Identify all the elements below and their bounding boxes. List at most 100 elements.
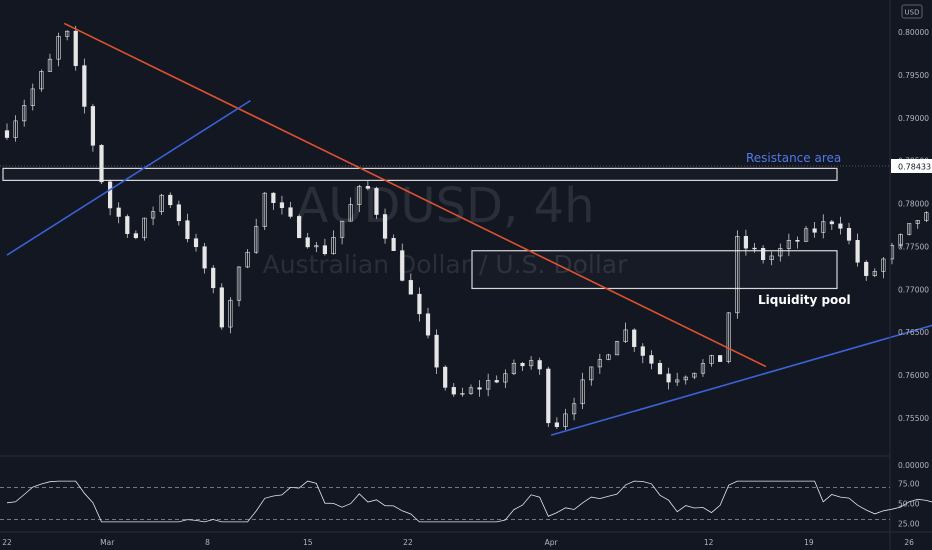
candle-body	[322, 245, 328, 255]
candle-body	[606, 354, 611, 360]
last-price-badge	[891, 159, 932, 173]
candle-body	[150, 211, 156, 219]
candle-body	[838, 223, 843, 229]
candle-body	[700, 363, 706, 374]
rsi-tick-label: 25.00	[898, 520, 920, 529]
candle-body	[898, 234, 903, 246]
candle-body	[812, 228, 817, 233]
candle-body	[193, 238, 199, 248]
candle-body	[468, 387, 474, 394]
downtrend-line[interactable]	[63, 22, 767, 368]
candle-body	[537, 360, 542, 370]
watermark-symbol: AUDUSD, 4h	[296, 178, 595, 234]
candle-body	[907, 223, 912, 235]
candle-body	[331, 237, 336, 255]
candle-body	[417, 293, 422, 315]
time-tick-label: 12	[704, 538, 714, 547]
candle-body	[13, 120, 18, 138]
candle-body	[374, 188, 379, 215]
uptrend-line[interactable]	[550, 216, 932, 436]
candle-body	[657, 363, 663, 375]
candle-body	[554, 422, 559, 428]
time-tick-label: 22	[403, 538, 413, 547]
time-tick-label: Apr	[545, 538, 559, 547]
candle-body	[365, 186, 370, 189]
last-price-label: 0.78433	[898, 163, 931, 172]
candle-body	[520, 362, 525, 367]
watermark-name: Australian Dollar / U.S. Dollar	[263, 250, 628, 279]
candle-body	[846, 227, 852, 241]
candle-body	[357, 186, 362, 205]
candle-body	[47, 58, 53, 72]
candle-body	[640, 346, 645, 356]
candle-body	[245, 251, 250, 268]
candle-body	[65, 30, 70, 37]
liquidity-pool-label: Liquidity pool	[758, 293, 851, 307]
candle-body	[726, 312, 731, 362]
price-tick-label: 0.77500	[898, 242, 929, 251]
candle-body	[666, 373, 671, 383]
candle-body	[760, 248, 766, 260]
candle-body	[82, 65, 87, 107]
candle-body	[589, 366, 594, 381]
candle-body	[683, 376, 688, 381]
candle-body	[675, 379, 680, 383]
price-tick-label: 0.80000	[898, 28, 929, 37]
resistance-area-label: Resistance area	[746, 151, 841, 165]
candle-body	[649, 355, 654, 364]
liquidity-pool-zone	[471, 250, 838, 290]
candle-body	[391, 237, 396, 251]
candle-body	[22, 105, 27, 122]
candle-body	[4, 130, 10, 138]
early-uptrend-line[interactable]	[6, 99, 251, 256]
candle-body	[786, 240, 791, 249]
time-tick-label: 26	[904, 538, 914, 547]
candle-body	[443, 366, 448, 388]
candle-body	[228, 299, 233, 328]
candle-body	[451, 387, 456, 395]
candle-body	[864, 261, 869, 276]
candle-body	[382, 214, 388, 239]
candle-body	[460, 393, 465, 395]
candle-body	[743, 236, 749, 249]
candle-body	[915, 220, 920, 224]
price-tick-label: 0.78000	[898, 200, 929, 209]
zones-layer	[2, 167, 838, 290]
time-tick-label: 19	[804, 538, 814, 547]
candle-body	[829, 221, 834, 225]
candle-body	[297, 216, 302, 239]
candle-body	[718, 355, 723, 362]
candle-body	[408, 280, 413, 295]
candle-body	[709, 355, 714, 364]
candle-body	[571, 403, 577, 415]
candle-body	[99, 144, 104, 183]
candle-body	[494, 380, 499, 383]
time-tick-label: 8	[205, 538, 210, 547]
candle-body	[769, 255, 774, 260]
candle-body	[39, 71, 44, 90]
candle-body	[339, 220, 345, 238]
candle-body	[529, 360, 534, 367]
rsi-zero-label: 0.00000	[898, 461, 929, 470]
trendlines-layer	[6, 22, 932, 436]
candle-body	[30, 88, 35, 106]
candle-body	[168, 194, 173, 206]
candle-body	[305, 237, 310, 248]
price-tick-label: 0.76000	[898, 371, 929, 380]
candle-body	[262, 192, 267, 227]
candle-body	[279, 202, 285, 209]
price-tick-label: 0.79500	[898, 71, 929, 80]
candle-body	[185, 220, 190, 240]
time-axis[interactable]: 22Mar81522Apr121926May101724Jun	[2, 538, 932, 547]
candle-body	[133, 233, 138, 239]
candle-body	[872, 271, 877, 276]
candle-body	[735, 236, 740, 314]
candle-body	[56, 36, 61, 60]
candle-body	[90, 106, 96, 146]
candle-body	[236, 266, 242, 301]
currency-badge[interactable]	[901, 4, 923, 19]
candle-body	[314, 245, 319, 248]
candle-body	[219, 287, 224, 328]
